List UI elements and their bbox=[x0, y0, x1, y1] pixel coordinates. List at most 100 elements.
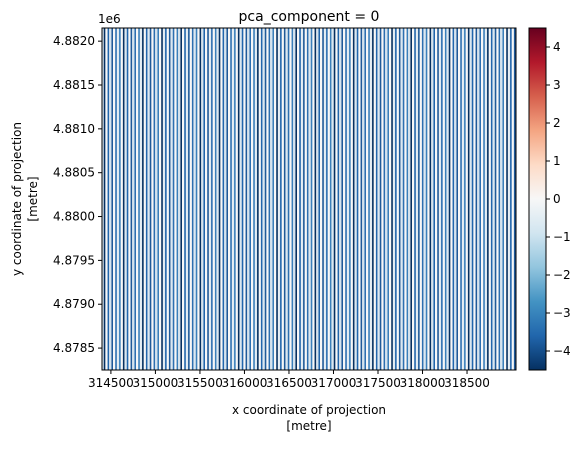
y-axis-label: y coordinate of projection bbox=[10, 122, 24, 276]
heatmap-stripe bbox=[264, 28, 267, 370]
heatmap-haze bbox=[370, 28, 372, 370]
heatmap-haze bbox=[470, 28, 472, 370]
colorbar-tick-label: 1 bbox=[553, 154, 561, 168]
heatmap-stripe bbox=[487, 28, 489, 370]
heatmap-stripe bbox=[341, 28, 343, 370]
heatmap-stripe bbox=[414, 28, 416, 370]
heatmap-stripe bbox=[226, 28, 228, 370]
heatmap-stripe bbox=[126, 28, 129, 370]
heatmap-haze bbox=[186, 28, 188, 370]
heatmap-haze bbox=[140, 28, 142, 370]
heatmap-haze bbox=[454, 28, 457, 370]
heatmap-stripe bbox=[180, 28, 182, 370]
heatmap-haze bbox=[117, 28, 119, 370]
heatmap-stripe bbox=[360, 28, 363, 370]
heatmap-stripe bbox=[295, 28, 297, 370]
heatmap-stripe bbox=[161, 28, 163, 370]
y-tick-label: 4.8795 bbox=[53, 253, 95, 267]
heatmap-haze bbox=[263, 28, 265, 370]
heatmap-stripe bbox=[260, 28, 263, 370]
heatmap-stripes bbox=[102, 28, 516, 370]
heatmap-stripe bbox=[479, 28, 481, 370]
heatmap-stripe bbox=[203, 28, 205, 370]
heatmap-stripe bbox=[494, 28, 497, 370]
colorbar-tick-label: 4 bbox=[553, 40, 561, 54]
heatmap-stripe bbox=[506, 28, 508, 370]
heatmap-stripe bbox=[356, 28, 359, 370]
heatmap-haze bbox=[477, 28, 480, 370]
heatmap-stripe bbox=[107, 28, 110, 370]
heatmap-stripe bbox=[149, 28, 152, 370]
heatmap-haze bbox=[339, 28, 342, 370]
heatmap-haze bbox=[163, 28, 165, 370]
heatmap-haze bbox=[247, 28, 250, 370]
heatmap-stripe bbox=[490, 28, 493, 370]
y-tick-label: 4.8785 bbox=[53, 341, 95, 355]
heatmap-haze bbox=[462, 28, 464, 370]
heatmap-stripe bbox=[188, 28, 190, 370]
colorbar-tick-label: −2 bbox=[553, 268, 571, 282]
heatmap-stripe bbox=[214, 28, 217, 370]
heatmap-stripe bbox=[276, 28, 278, 370]
heatmap-haze bbox=[194, 28, 196, 370]
heatmap-stripe bbox=[153, 28, 156, 370]
heatmap-stripe bbox=[303, 28, 305, 370]
heatmap-stripe bbox=[257, 28, 259, 370]
heatmap-haze bbox=[178, 28, 181, 370]
heatmap-haze bbox=[240, 28, 242, 370]
heatmap-stripe bbox=[130, 28, 133, 370]
heatmap-stripe bbox=[406, 28, 409, 370]
heatmap-haze bbox=[217, 28, 219, 370]
heatmap-stripe bbox=[237, 28, 240, 370]
heatmap-stripe bbox=[138, 28, 140, 370]
heatmap-stripe bbox=[448, 28, 451, 370]
heatmap-stripe bbox=[291, 28, 294, 370]
heatmap-stripe bbox=[142, 28, 144, 370]
heatmap-stripe bbox=[157, 28, 159, 370]
heatmap-stripe bbox=[314, 28, 317, 370]
heatmap-stripe bbox=[318, 28, 320, 370]
heatmap-stripe bbox=[245, 28, 248, 370]
heatmap-stripe bbox=[165, 28, 167, 370]
heatmap-stripe bbox=[306, 28, 309, 370]
y-offset-label: 1e6 bbox=[98, 12, 121, 26]
heatmap-haze bbox=[293, 28, 296, 370]
x-axis-ticks: 3145003150003155003160003165003170003175… bbox=[88, 370, 490, 390]
heatmap-stripe bbox=[272, 28, 274, 370]
heatmap-stripe bbox=[241, 28, 244, 370]
colorbar-ticks: −4 −3 −2 −1 0 1 2 3 4 bbox=[546, 40, 571, 358]
heatmap-stripe bbox=[207, 28, 209, 370]
heatmap-stripe bbox=[145, 28, 148, 370]
heatmap-stripe bbox=[444, 28, 447, 370]
heatmap-stripe bbox=[115, 28, 117, 370]
heatmap-stripe bbox=[345, 28, 347, 370]
heatmap-stripe bbox=[383, 28, 386, 370]
heatmap-stripe bbox=[172, 28, 175, 370]
heatmap-stripe bbox=[111, 28, 113, 370]
heatmap-stripe bbox=[410, 28, 412, 370]
heatmap-stripe bbox=[452, 28, 455, 370]
heatmap-haze bbox=[393, 28, 395, 370]
heatmap-stripe bbox=[352, 28, 355, 370]
heatmap-stripe bbox=[168, 28, 171, 370]
heatmap-stripe bbox=[222, 28, 225, 370]
heatmap-haze bbox=[309, 28, 311, 370]
heatmap-stripe bbox=[176, 28, 179, 370]
heatmap-stripe bbox=[333, 28, 336, 370]
heatmap-haze bbox=[431, 28, 434, 370]
heatmap-stripe bbox=[218, 28, 221, 370]
plot-area bbox=[102, 28, 516, 370]
heatmap-stripe bbox=[456, 28, 458, 370]
plot-background bbox=[102, 28, 516, 370]
heatmap-haze bbox=[255, 28, 257, 370]
x-tick-label: 316500 bbox=[266, 376, 312, 390]
heatmap-stripe bbox=[475, 28, 478, 370]
heatmap-stripe bbox=[425, 28, 428, 370]
heatmap-haze bbox=[508, 28, 510, 370]
heatmap-stripe bbox=[467, 28, 470, 370]
heatmap-stripe bbox=[498, 28, 501, 370]
heatmap-stripe bbox=[398, 28, 401, 370]
colorbar-tick-label: 2 bbox=[553, 116, 561, 130]
chart-title: pca_component = 0 bbox=[239, 9, 380, 25]
